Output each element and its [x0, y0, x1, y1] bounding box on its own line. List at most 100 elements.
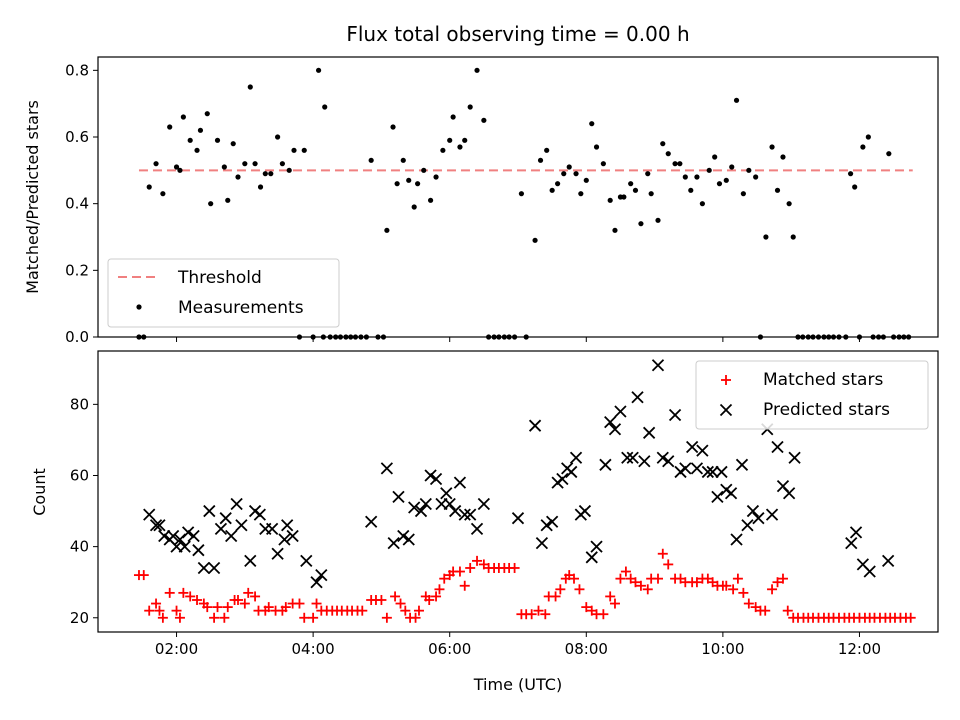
predicted-point: [556, 472, 569, 486]
matched-point: [178, 587, 189, 598]
measurement-point: [242, 161, 248, 167]
predicted-point: [608, 423, 622, 436]
measurement-point: [774, 187, 781, 193]
predicted-point: [662, 455, 675, 468]
matched-point: [390, 591, 401, 602]
predicted-point: [585, 551, 598, 564]
measurement-point: [390, 124, 396, 130]
measurement-point: [694, 174, 700, 180]
matched-point: [209, 612, 220, 623]
predicted-point: [187, 529, 200, 543]
measurement-point: [740, 191, 746, 197]
matched-point: [233, 594, 243, 605]
measurement-point: [173, 164, 180, 170]
predicted-point: [230, 497, 243, 511]
predicted-point: [651, 359, 665, 372]
predicted-point: [715, 465, 728, 479]
measurement-point: [421, 167, 427, 173]
matched-point: [767, 584, 778, 595]
measurement-point: [279, 161, 285, 167]
predicted-point: [711, 490, 724, 503]
measurement-point: [723, 177, 729, 183]
measurement-point: [457, 144, 463, 150]
predicted-point: [207, 561, 221, 575]
legend-predicted-swatch: [719, 403, 733, 417]
measurement-point: [566, 164, 572, 170]
matched-point: [410, 612, 421, 623]
predicted-point: [690, 462, 704, 475]
top-y-tick-label: 0.0: [65, 328, 89, 346]
matched-point: [431, 591, 442, 602]
predicted-point: [565, 465, 578, 479]
top-y-tick-label: 0.6: [65, 128, 89, 146]
predicted-point: [528, 419, 542, 432]
matched-point: [424, 594, 435, 605]
matched-point: [459, 580, 470, 591]
bottom-x-tick-label: 12:00: [838, 640, 881, 658]
predicted-point: [464, 508, 477, 521]
measurement-point: [621, 194, 627, 200]
measurement-point: [688, 187, 694, 193]
measurement-point: [180, 114, 186, 120]
predicted-point: [546, 515, 559, 528]
bottom-y-axis-label: Count: [30, 468, 49, 516]
measurement-point: [153, 161, 159, 167]
predicted-point: [771, 440, 784, 454]
measurement-point: [286, 167, 292, 173]
measurement-point: [549, 187, 555, 193]
matched-point: [760, 605, 771, 616]
measurement-point: [481, 117, 487, 123]
measurement-point: [447, 137, 453, 143]
measurement-point: [230, 141, 236, 147]
measurement-point: [729, 164, 735, 170]
measurement-point: [225, 197, 231, 203]
x-axis-label: Time (UTC): [473, 675, 562, 694]
bottom-legend-box: [695, 360, 929, 430]
predicted-point: [253, 508, 266, 521]
predicted-point: [203, 504, 216, 518]
top-legend: Threshold Measurements: [107, 258, 340, 328]
bottom-y-tick-label: 20: [70, 609, 89, 627]
measurement-point: [648, 191, 654, 197]
matched-point: [192, 594, 203, 605]
measurement-point: [160, 191, 166, 197]
measurement-point: [886, 151, 892, 157]
chart-title: Flux total observing time = 0.00 h: [346, 22, 689, 46]
predicted-point: [882, 554, 895, 567]
measurement-point: [544, 147, 550, 153]
predicted-point: [590, 540, 603, 553]
predicted-point: [614, 405, 627, 418]
matched-point: [465, 562, 476, 573]
measurement-point: [593, 144, 600, 150]
measurement-point: [660, 141, 666, 147]
matched-point: [574, 584, 585, 595]
measurement-point: [518, 191, 525, 197]
measurement-point: [474, 67, 480, 73]
top-axes-frame: [97, 56, 939, 338]
matched-point: [732, 573, 743, 584]
bottom-y-ticks: 20 40 60 80: [70, 395, 98, 627]
matched-point: [157, 612, 168, 623]
measurement-point: [252, 161, 258, 167]
predicted-point: [153, 519, 166, 532]
measurement-point: [655, 217, 661, 223]
matched-point: [294, 598, 305, 609]
matched-point: [439, 573, 450, 584]
measurement-point: [221, 164, 227, 170]
predicted-point: [214, 522, 228, 535]
predicted-point: [730, 533, 743, 546]
measurement-point: [607, 197, 613, 203]
measurement-point: [384, 227, 390, 233]
measurement-point: [682, 174, 688, 180]
measurement-point: [786, 201, 792, 207]
predicted-point: [621, 451, 634, 464]
measurement-point: [769, 144, 775, 150]
matched-point: [663, 559, 674, 570]
matched-point: [721, 580, 732, 591]
matched-point: [357, 605, 368, 616]
matched-point: [376, 594, 387, 605]
measurement-point: [699, 201, 705, 207]
measurement-point: [368, 157, 374, 163]
matched-point: [454, 566, 465, 577]
measurement-point: [257, 184, 264, 190]
